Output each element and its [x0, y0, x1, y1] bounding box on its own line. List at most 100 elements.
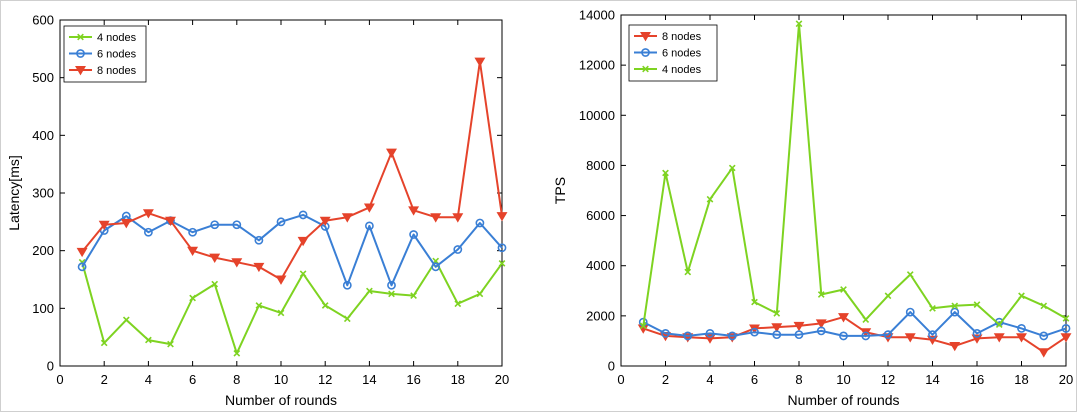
- tps-y-tick-label: 0: [608, 359, 615, 374]
- tps-series-4-nodes-point-4: [728, 164, 736, 172]
- tps-series-8-nodes-point-16: [993, 333, 1005, 343]
- tps-series-4-nodes-point-13: [929, 304, 936, 312]
- tps-x-tick-label: 18: [1014, 372, 1028, 387]
- tps-y-tick-label: 2000: [586, 308, 615, 323]
- latency-y-tick-label: 500: [32, 70, 54, 85]
- tps-legend-6-nodes-point-marker: [641, 48, 650, 57]
- latency-series-4-nodes-point-14: [388, 290, 395, 298]
- latency-series-6-nodes: [77, 210, 507, 290]
- latency-series-8-nodes-point-3: [142, 209, 154, 219]
- latency-series-6-nodes-point-18: [475, 218, 485, 228]
- tps-series-6-nodes-point-3: [705, 329, 715, 338]
- latency-series-4-nodes-point-10: [299, 270, 307, 278]
- tps-legend-4-nodes-label: 4 nodes: [662, 64, 702, 76]
- tps-series-4-nodes-point-18: [1040, 302, 1048, 310]
- latency-legend-6-nodes-label: 6 nodes: [97, 49, 137, 61]
- latency-series-4-nodes-point-17: [454, 300, 462, 308]
- tps-series-8-nodes-point-8: [815, 319, 827, 329]
- latency-y-tick-label: 300: [32, 186, 54, 201]
- tps-legend: 8 nodes 6 nodes 4 nodes: [628, 24, 718, 82]
- tps-series-8-nodes-point-9: [838, 313, 849, 323]
- tps-series-4-nodes-point-1: [662, 169, 669, 177]
- latency-legend-8-nodes-label: 8 nodes: [97, 65, 137, 77]
- tps-x-axis-label: Number of rounds: [787, 392, 899, 408]
- latency-series-6-nodes-point-10: [298, 210, 308, 220]
- latency-series-4-nodes-point-4: [167, 340, 174, 348]
- tps-series-4-nodes-point-17: [1018, 292, 1025, 300]
- latency-series-4-nodes-point-3: [145, 336, 152, 344]
- latency-x-tick-label: 14: [362, 372, 376, 387]
- tps-series-4-nodes-point-2: [684, 268, 692, 276]
- tps-legend-6-nodes-label: 6 nodes: [662, 48, 702, 60]
- latency-series-8-nodes-point-19: [496, 212, 508, 222]
- tps-series-4-nodes-point-16: [995, 321, 1003, 328]
- tps-series-4-nodes-point-3: [706, 195, 714, 203]
- tps-series-8-nodes-point-18: [1038, 348, 1050, 358]
- latency-series-6-nodes-point-6: [210, 220, 220, 230]
- tps-x-tick-label: 12: [881, 372, 895, 387]
- tps-x-tick-label: 20: [1059, 372, 1073, 387]
- tps-series-8-nodes-point-17: [1016, 333, 1027, 343]
- tps-series-6-nodes-point-17: [1017, 323, 1026, 333]
- latency-series-8-nodes-point-11: [319, 216, 331, 227]
- latency-series-8-nodes-point-14: [386, 148, 397, 158]
- tps-y-axis-label: TPS: [552, 177, 568, 204]
- latency-series-6-nodes-point-15: [409, 230, 418, 239]
- latency-series-6-nodes-point-3: [143, 227, 153, 237]
- tps-series-4-nodes-point-10: [862, 316, 870, 323]
- tps-series-4-nodes-point-15: [973, 301, 981, 308]
- tps-series-6-nodes-point-14: [950, 307, 960, 317]
- latency-series-6-nodes-point-16: [431, 262, 441, 272]
- latency-series-6-nodes-point-14: [387, 280, 396, 290]
- tps-series-4-nodes-point-19: [1062, 314, 1070, 322]
- latency-series-4-nodes-point-8: [255, 302, 263, 309]
- latency-y-tick-label: 200: [32, 243, 54, 258]
- latency-x-axis-label: Number of rounds: [225, 392, 337, 408]
- tps-series-6-nodes-point-6: [772, 330, 782, 340]
- latency-y-axis-label: Latency[ms]: [6, 155, 22, 230]
- latency-x-tick-label: 6: [189, 372, 196, 387]
- tps-series-6-nodes-point-11: [883, 330, 893, 340]
- latency-x-tick-label: 12: [318, 372, 332, 387]
- latency-legend-4-nodes-point-marker: [77, 33, 84, 41]
- tps-x-tick-label: 0: [617, 372, 624, 387]
- tps-series-6-nodes-point-8: [816, 326, 826, 336]
- tps-y-tick-label: 10000: [579, 108, 615, 123]
- tps-legend-8-nodes-label: 8 nodes: [662, 31, 702, 43]
- tps-y-tick-label: 4000: [586, 258, 615, 273]
- latency-series-6-nodes-point-13: [364, 221, 374, 231]
- latency-series-8-nodes-point-12: [341, 213, 353, 223]
- tps-x-tick-label: 10: [836, 372, 850, 387]
- latency-series-8-nodes: [76, 57, 508, 285]
- latency-x-tick-label: 10: [274, 372, 288, 387]
- latency-series-4-nodes-point-9: [277, 309, 285, 317]
- tps-series-8-nodes-point-7: [793, 321, 805, 332]
- tps-series-6-nodes-point-9: [839, 331, 848, 341]
- latency-series-6-nodes-point-7: [232, 220, 242, 230]
- latency-series-8-nodes-point-2: [120, 219, 132, 229]
- latency-series-6-nodes-point-0: [77, 262, 87, 272]
- latency-series-8-nodes-point-1: [98, 220, 110, 231]
- tps-series-4-nodes-point-6: [773, 309, 781, 317]
- tps-y-tick-label: 6000: [586, 208, 615, 223]
- latency-chart: 0 2 4 6 8 10 12 14 16 18 200100200300400500600Numb…: [6, 13, 509, 409]
- latency-series-8-nodes-point-0: [76, 247, 88, 258]
- latency-x-tick-label: 8: [233, 372, 240, 387]
- tps-y-tick-label: 14000: [579, 8, 615, 23]
- tps-x-tick-label: 8: [795, 372, 802, 387]
- tps-series-6-nodes-point-4: [727, 331, 737, 341]
- tps-x-tick-label: 4: [706, 372, 713, 387]
- latency-series-4-nodes-point-6: [211, 280, 219, 288]
- tps-series-6-nodes-point-18: [1039, 331, 1049, 341]
- latency-y-tick-label: 400: [32, 128, 54, 143]
- tps-series-4-nodes-point-12: [906, 271, 914, 278]
- tps-y-tick-label: 8000: [586, 158, 615, 173]
- latency-series-8-nodes-point-18: [474, 57, 486, 67]
- tps-series-4-nodes-point-11: [884, 292, 892, 300]
- latency-y-tick-label: 100: [32, 301, 54, 316]
- latency-series-4-nodes-point-13: [366, 287, 373, 295]
- latency-series-4-nodes-point-19: [498, 259, 506, 267]
- latency-x-tick-label: 4: [145, 372, 152, 387]
- latency-series-8-nodes-point-15: [408, 206, 420, 216]
- latency-legend-8-nodes-point-marker: [75, 66, 86, 76]
